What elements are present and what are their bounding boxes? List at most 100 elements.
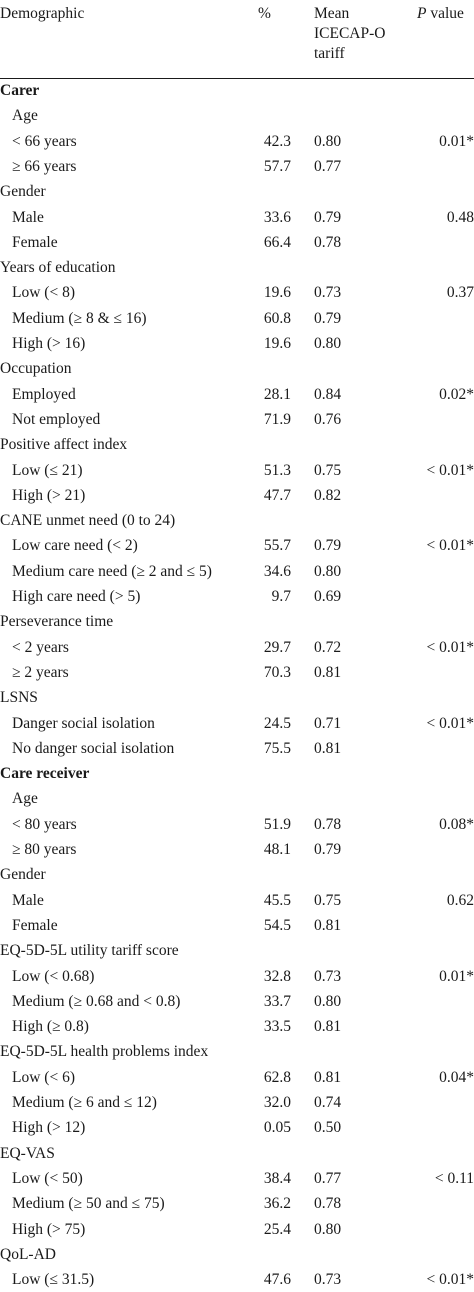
header-mean-line: tariff (314, 44, 414, 64)
row-mean-tariff: 0.78 (314, 1191, 341, 1216)
row-mean-tariff: 0.80 (314, 559, 341, 584)
row-percent: 34.6 (264, 559, 291, 584)
table-row: High (> 12) 0.05 0.50 (0, 1115, 474, 1140)
row-percent: 19.6 (264, 331, 291, 356)
row-percent: 66.4 (264, 230, 291, 255)
header-p-rest: value (426, 5, 463, 22)
row-percent: 51.9 (264, 812, 291, 837)
header-mean-line: ICECAP-O (314, 24, 414, 44)
row-label: Age (12, 103, 38, 128)
row-percent: 0.05 (264, 1115, 291, 1140)
row-label: CANE unmet need (0 to 24) (0, 508, 175, 533)
row-label: EQ-VAS (0, 1141, 55, 1166)
row-mean-tariff: 0.77 (314, 1166, 341, 1191)
row-label: Low care need (< 2) (12, 533, 138, 558)
row-label: EQ-5D-5L utility tariff score (0, 938, 179, 963)
row-mean-tariff: 0.79 (314, 306, 341, 331)
row-label: < 66 years (12, 129, 77, 154)
table-row: Age (0, 786, 474, 811)
row-mean-tariff: 0.72 (314, 635, 341, 660)
row-label: Age (12, 786, 38, 811)
row-mean-tariff: 0.50 (314, 1115, 341, 1140)
row-mean-tariff: 0.81 (314, 913, 341, 938)
row-mean-tariff: 0.77 (314, 154, 341, 179)
row-percent: 48.1 (264, 837, 291, 862)
row-label: Perseverance time (0, 609, 113, 634)
row-percent: 33.7 (264, 989, 291, 1014)
row-percent: 38.4 (264, 1166, 291, 1191)
row-percent: 71.9 (264, 407, 291, 432)
row-p-value: < 0.11 (435, 1166, 474, 1191)
row-mean-tariff: 0.79 (314, 533, 341, 558)
row-p-value: 0.37 (447, 280, 474, 305)
group-row: CANE unmet need (0 to 24) (0, 508, 474, 533)
header-percent: % (258, 4, 271, 24)
row-label: Low (≤ 21) (12, 458, 83, 483)
row-p-value: 0.08* (439, 812, 474, 837)
row-p-value: < 0.01* (427, 533, 474, 558)
row-p-value: 0.01* (439, 129, 474, 154)
row-p-value: 0.04* (439, 1065, 474, 1090)
row-label: No danger social isolation (12, 736, 174, 761)
table-row: Low care need (< 2) 55.7 0.79 < 0.01* (0, 533, 474, 558)
row-percent: 32.8 (264, 964, 291, 989)
row-percent: 36.2 (264, 1191, 291, 1216)
row-percent: 29.7 (264, 635, 291, 660)
group-row: Perseverance time (0, 609, 474, 634)
row-label: ≥ 80 years (12, 837, 76, 862)
section-row: Care receiver (0, 761, 474, 786)
row-percent: 32.0 (264, 1090, 291, 1115)
row-percent: 57.7 (264, 154, 291, 179)
table-row: ≥ 66 years 57.7 0.77 (0, 154, 474, 179)
row-label: Carer (0, 78, 39, 103)
row-mean-tariff: 0.74 (314, 1090, 341, 1115)
row-mean-tariff: 0.76 (314, 407, 341, 432)
row-mean-tariff: 0.75 (314, 888, 341, 913)
row-label: High (> 12) (12, 1115, 85, 1140)
group-row: EQ-5D-5L utility tariff score (0, 938, 474, 963)
table-header: Demographic % Mean ICECAP-O tariff P val… (0, 0, 474, 80)
row-label: EQ-5D-5L health problems index (0, 1039, 208, 1064)
row-p-value: < 0.01* (427, 458, 474, 483)
group-row: Years of education (0, 255, 474, 280)
row-label: ≥ 66 years (12, 154, 76, 179)
row-label: Female (12, 913, 58, 938)
row-percent: 28.1 (264, 382, 291, 407)
row-mean-tariff: 0.81 (314, 660, 341, 685)
row-percent: 55.7 (264, 533, 291, 558)
row-label: Care receiver (0, 761, 89, 786)
row-percent: 42.3 (264, 129, 291, 154)
row-mean-tariff: 0.71 (314, 711, 341, 736)
row-label: QoL-AD (0, 1242, 56, 1267)
row-percent: 62.8 (264, 1065, 291, 1090)
row-percent: 24.5 (264, 711, 291, 736)
group-row: EQ-VAS (0, 1141, 474, 1166)
row-label: Medium (≥ 0.68 and < 0.8) (12, 989, 180, 1014)
row-label: High care need (> 5) (12, 584, 140, 609)
group-row: Occupation (0, 356, 474, 381)
group-row: LSNS (0, 685, 474, 710)
